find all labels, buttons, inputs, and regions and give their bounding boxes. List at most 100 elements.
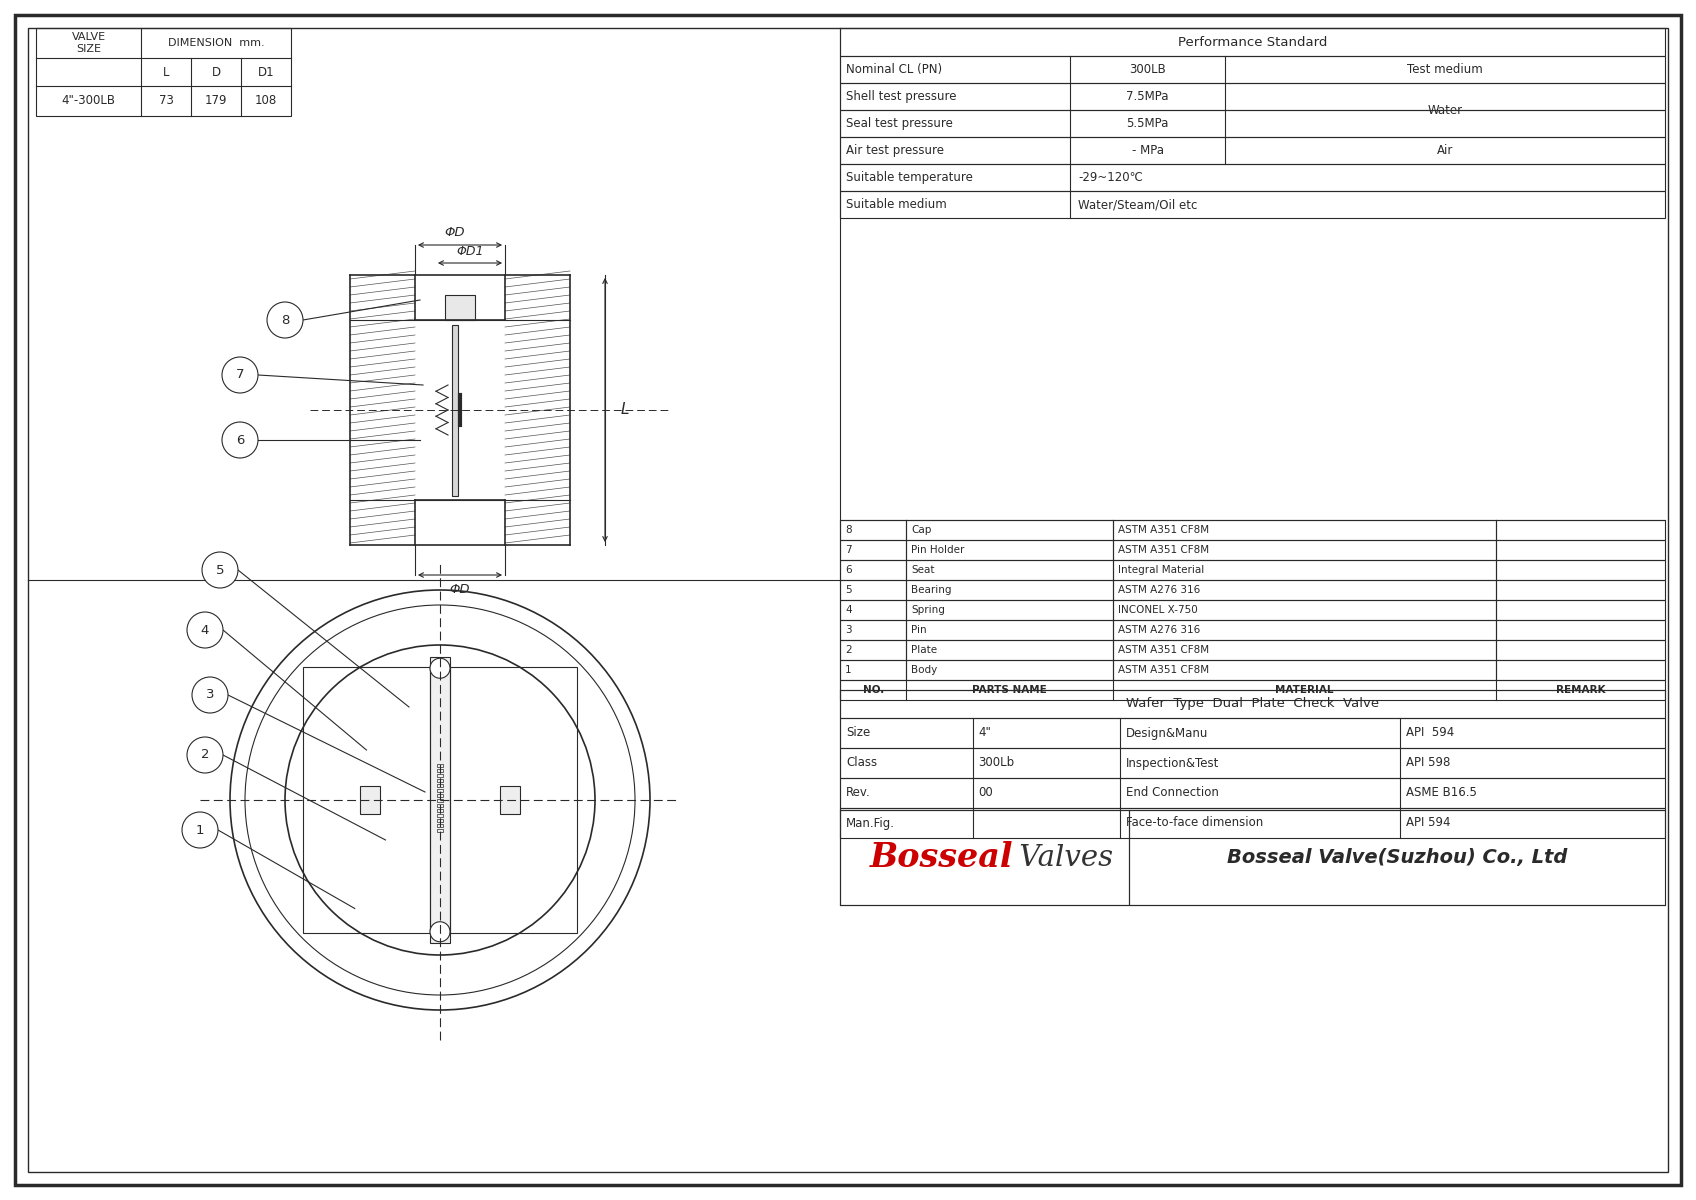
Text: 3: 3 [205,689,214,702]
Bar [840,164,1665,191]
Text: 108: 108 [254,95,276,108]
Text: Valves: Valves [1011,844,1113,871]
Bar [444,295,475,320]
Bar [449,667,577,934]
Bar [438,828,443,832]
Text: 4: 4 [200,624,209,636]
Text: Plate: Plate [911,646,938,655]
Text: - MPa: - MPa [1131,144,1163,157]
Circle shape [202,552,237,588]
Text: Design&Manu: Design&Manu [1126,726,1208,739]
Bar [438,818,443,822]
Bar [438,788,443,792]
Bar [840,810,1130,905]
Text: 4: 4 [845,605,851,614]
Circle shape [431,922,449,942]
Bar [840,520,1665,540]
Bar [840,137,1665,164]
Text: Inspection&Test: Inspection&Test [1126,756,1219,769]
Text: NO.: NO. [863,685,884,695]
Bar [840,718,1665,748]
Text: Integral Material: Integral Material [1118,565,1204,575]
Text: API 594: API 594 [1406,816,1450,829]
Text: Pin Holder: Pin Holder [911,545,965,554]
Bar [840,690,1665,718]
Text: Water: Water [1428,103,1462,116]
Bar [840,110,1665,137]
Text: Water/Steam/Oil etc: Water/Steam/Oil etc [1079,198,1197,211]
Bar [438,823,443,827]
Text: Seat: Seat [911,565,934,575]
Text: 6: 6 [236,433,244,446]
Text: Size: Size [846,726,870,739]
Bar [438,779,443,782]
Text: L: L [621,402,629,418]
Text: ASTM A351 CF8M: ASTM A351 CF8M [1118,646,1209,655]
Text: 5: 5 [845,584,851,595]
Bar [36,28,292,116]
Text: Man.Fig.: Man.Fig. [846,816,895,829]
Bar [840,778,1665,808]
Circle shape [192,677,227,713]
Text: Suitable temperature: Suitable temperature [846,170,974,184]
Bar [438,809,443,812]
Text: Pin: Pin [911,625,928,635]
Text: 7: 7 [236,368,244,382]
Text: End Connection: End Connection [1126,786,1219,799]
Bar [500,786,519,814]
Bar [840,660,1665,680]
Bar [840,600,1665,620]
Text: 4"-300LB: 4"-300LB [61,95,115,108]
Bar [438,793,443,797]
Bar [840,620,1665,640]
Bar [840,748,1665,778]
Text: ASTM A276 316: ASTM A276 316 [1118,625,1199,635]
Text: 5: 5 [215,564,224,576]
Text: 1: 1 [845,665,851,674]
Text: PARTS NAME: PARTS NAME [972,685,1046,695]
Text: MATERIAL: MATERIAL [1275,685,1333,695]
Text: Bosseal Valve(Suzhou) Co., Ltd: Bosseal Valve(Suzhou) Co., Ltd [1226,848,1567,866]
Text: ΦD: ΦD [444,226,465,239]
Bar [840,808,1665,838]
Text: D1: D1 [258,66,275,78]
Text: Face-to-face dimension: Face-to-face dimension [1126,816,1264,829]
Circle shape [222,358,258,392]
Text: L: L [163,66,170,78]
Bar [840,680,1665,700]
Text: Class: Class [846,756,877,769]
Text: 5.5MPa: 5.5MPa [1126,116,1169,130]
Bar [438,768,443,772]
Circle shape [431,659,449,678]
Bar [431,656,449,943]
Text: Suitable medium: Suitable medium [846,198,946,211]
Text: 179: 179 [205,95,227,108]
Text: ΦD1: ΦD1 [456,245,483,258]
Text: ΦD: ΦD [449,583,470,596]
Text: 300Lb: 300Lb [979,756,1014,769]
Bar [840,28,1665,56]
Text: 2: 2 [200,749,209,762]
Text: 4": 4" [979,726,992,739]
Text: 300LB: 300LB [1130,62,1165,76]
Text: API  594: API 594 [1406,726,1453,739]
Text: -29~120℃: -29~120℃ [1079,170,1143,184]
Bar [1130,810,1665,905]
Text: ASTM A276 316: ASTM A276 316 [1118,584,1199,595]
Text: Spring: Spring [911,605,945,614]
Circle shape [181,812,219,848]
Bar [453,324,458,496]
Text: Bosseal: Bosseal [870,841,1014,874]
Text: Performance Standard: Performance Standard [1177,36,1328,48]
Text: 00: 00 [979,786,994,799]
Bar [360,786,380,814]
Bar [438,804,443,806]
Text: D: D [212,66,220,78]
Circle shape [187,612,222,648]
Bar [304,667,431,934]
Text: Rev.: Rev. [846,786,870,799]
Text: Test medium: Test medium [1408,62,1482,76]
Text: Wafer  Type  Dual  Plate  Check  Valve: Wafer Type Dual Plate Check Valve [1126,697,1379,710]
Text: Nominal CL (PN): Nominal CL (PN) [846,62,941,76]
Text: INCONEL X-750: INCONEL X-750 [1118,605,1197,614]
